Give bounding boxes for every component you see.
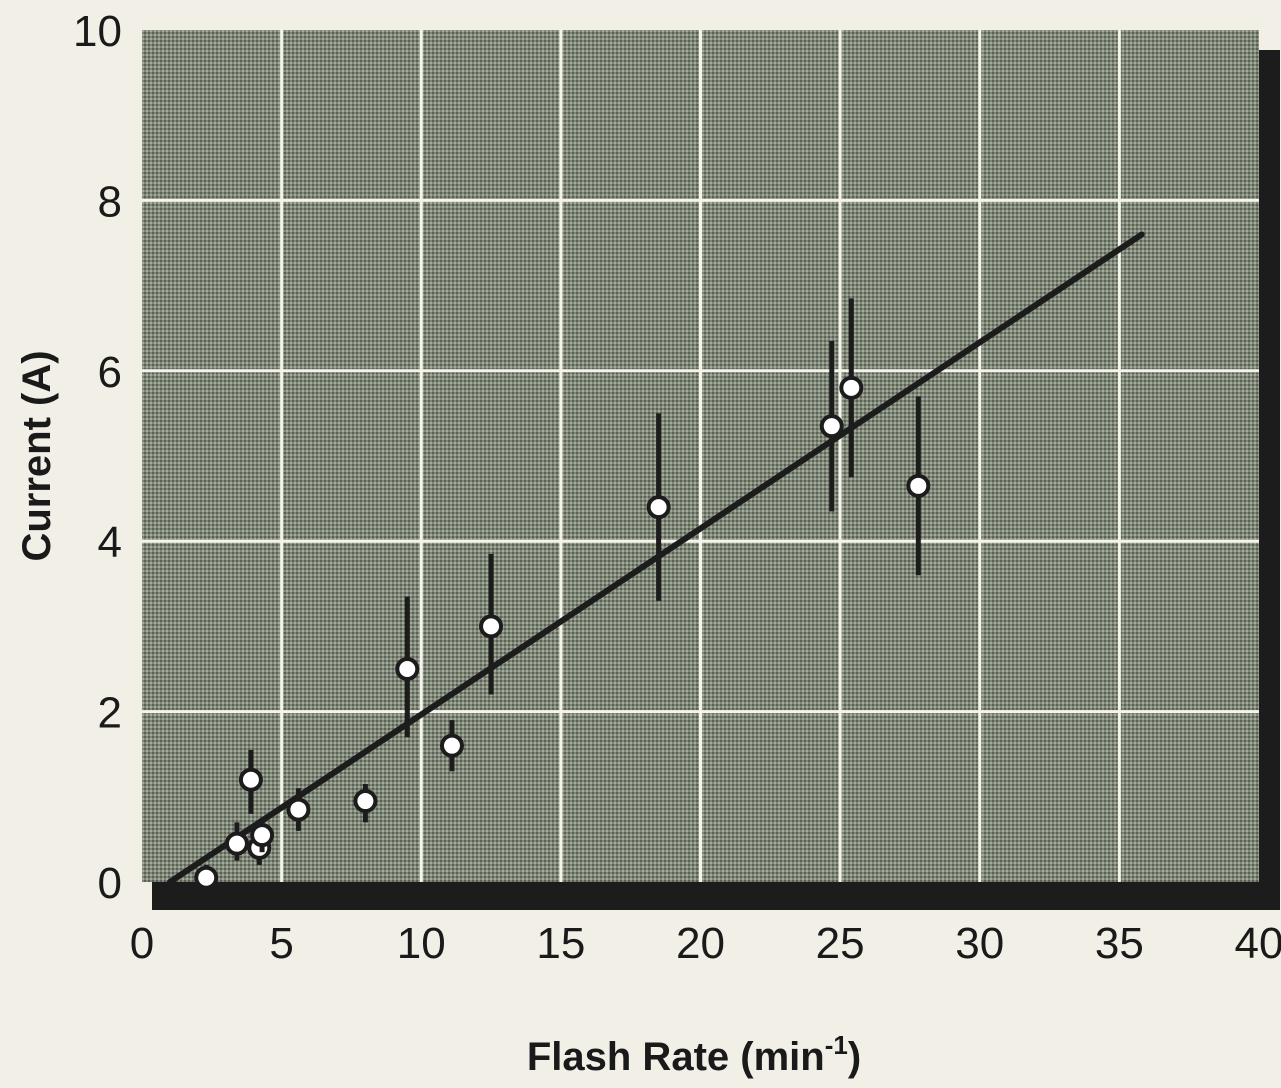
x-tick-labels: 0 5 10 15 20 25 30 35 40 (130, 919, 1281, 968)
y-tick-label: 2 (98, 689, 122, 738)
x-tick-label: 30 (955, 919, 1004, 968)
point-marker (395, 657, 420, 681)
point-marker (819, 414, 844, 439)
x-tick-label: 0 (130, 919, 154, 968)
x-axis-title-superscript: -1 (825, 1030, 848, 1060)
point-marker (646, 495, 671, 520)
y-tick-labels: 0 2 4 6 8 10 (73, 7, 122, 908)
data-points (194, 298, 931, 890)
point-marker (250, 823, 275, 848)
y-tick-label: 6 (98, 348, 122, 397)
y-tick-label: 10 (73, 7, 122, 56)
x-axis-title-suffix: ) (848, 1035, 861, 1079)
point-marker (839, 375, 864, 400)
x-axis-title-main: Flash Rate (min (527, 1035, 825, 1079)
x-tick-label: 40 (1235, 919, 1281, 968)
data-point (395, 596, 420, 738)
grid-lines (142, 30, 1259, 882)
data-point (479, 553, 504, 695)
y-axis-title: Current (A) (15, 350, 59, 561)
data-point (194, 864, 219, 890)
data-point (839, 298, 864, 478)
x-tick-label: 25 (816, 919, 865, 968)
fit-line (166, 231, 1145, 885)
point-marker (238, 767, 263, 792)
point-marker (906, 473, 931, 498)
data-point (224, 822, 249, 861)
x-tick-label: 35 (1095, 919, 1144, 968)
data-point (819, 340, 844, 512)
data-point (286, 788, 311, 831)
y-tick-label: 4 (98, 518, 122, 567)
x-tick-label: 10 (397, 919, 446, 968)
x-tick-label: 15 (536, 919, 585, 968)
point-marker (479, 614, 504, 639)
fit-line-group (166, 231, 1145, 885)
data-point (906, 396, 931, 576)
data-point (353, 784, 378, 823)
data-point (238, 749, 263, 814)
point-marker (286, 797, 311, 822)
data-point (250, 818, 275, 853)
point-marker (353, 789, 378, 814)
x-tick-label: 5 (269, 919, 293, 968)
data-point (646, 413, 671, 601)
point-marker (194, 865, 219, 890)
x-axis-title: Flash Rate (min-1) (527, 1030, 861, 1079)
point-marker (439, 733, 464, 758)
y-tick-label: 0 (98, 859, 122, 908)
data-point (439, 720, 464, 772)
y-tick-label: 8 (98, 177, 122, 226)
point-marker (224, 831, 249, 856)
x-tick-label: 20 (676, 919, 725, 968)
